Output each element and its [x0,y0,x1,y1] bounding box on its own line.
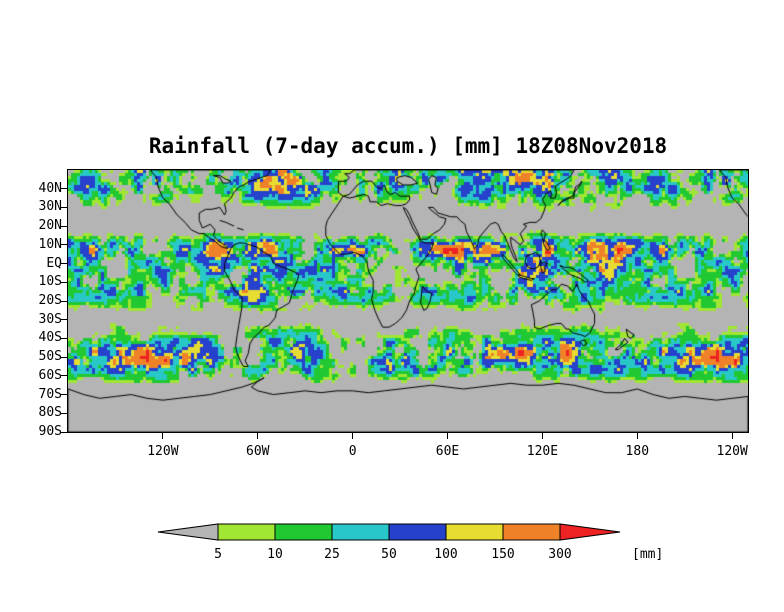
lat-axis-label: 90S [38,424,62,439]
colorbar-tick-label: 300 [548,547,571,562]
lon-axis-tick [352,433,354,439]
lat-axis-tick [61,319,67,321]
lat-axis-label: 40N [38,180,62,196]
lat-axis-label: 70S [38,386,62,402]
map-canvas [68,170,748,432]
lon-axis-tick [447,433,449,439]
lat-axis-tick [61,356,67,358]
lon-axis-tick [257,433,259,439]
lon-axis-tick [731,433,733,439]
lat-axis-label: 30N [38,199,62,215]
lat-axis-tick [61,281,67,283]
lat-axis-label: 80S [38,405,62,421]
lat-axis-tick [61,263,67,265]
lon-axis-label: 120E [526,444,559,459]
lon-axis-label: 0 [348,444,357,459]
colorbar-segment [331,523,390,541]
lat-axis-tick [61,337,67,339]
colorbar-segment [502,523,561,541]
colorbar-segment [217,523,276,541]
lat-axis-label: 60S [38,367,62,383]
colorbar-left-arrow [157,523,219,541]
figure-title: Rainfall (7-day accum.) [mm] 18Z08Nov201… [148,134,668,158]
lat-axis-tick [61,188,67,190]
colorbar: 5 10 25 50 100 150 300 [mm] [157,523,663,562]
lat-axis-label: EQ [46,255,62,271]
lon-axis-tick [636,433,638,439]
lat-axis-tick [61,225,67,227]
lat-axis-label: 20S [38,293,62,308]
lon-axis-label: 120W [716,444,748,459]
lat-axis-label: 10S [38,274,62,290]
lat-axis-tick [61,412,67,414]
lat-axis-label: 50S [38,349,62,365]
colorbar-segment [274,523,333,541]
lat-axis-tick [61,394,67,396]
colorbar-right-arrow [559,523,621,541]
lon-axis-tick [162,433,164,439]
colorbar-tick-label: 25 [324,547,340,562]
lon-axis-label: 120W [147,444,179,459]
lat-axis-label: 20N [38,218,62,234]
colorbar-units-label: [mm] [632,547,663,562]
lon-axis-label: 60E [435,444,460,459]
lat-axis-label: 10N [38,236,62,252]
colorbar-tick-label: 10 [267,547,283,562]
lon-axis-tick [541,433,543,439]
colorbar-tick-label: 50 [381,547,397,562]
lat-axis-label: 30S [38,311,62,327]
lat-axis-tick [61,431,67,433]
lat-axis-tick [61,244,67,246]
colorbar-tick-label: 100 [434,547,457,562]
colorbar-segment [388,523,447,541]
lat-axis-tick [61,375,67,377]
lat-axis-label: 40S [38,330,62,346]
lat-axis-tick [61,206,67,208]
lon-axis-label: 60W [246,444,270,459]
lat-axis-tick [61,300,67,302]
colorbar-segment [445,523,504,541]
colorbar-tick-label: 150 [491,547,514,562]
colorbar-tick-label: 5 [214,547,222,562]
lon-axis-label: 180 [625,444,650,459]
map-frame [67,169,749,433]
